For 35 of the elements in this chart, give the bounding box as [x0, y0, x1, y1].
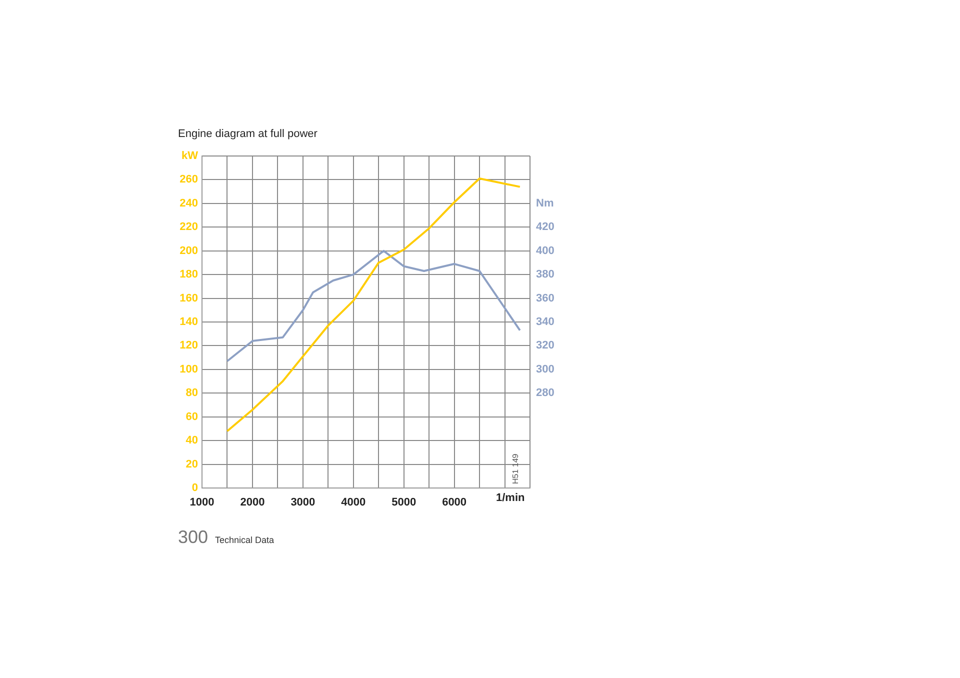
chart-title: Engine diagram at full power [178, 128, 318, 140]
y2-tick-label: Nm [536, 197, 554, 210]
text: Technical Data [215, 535, 274, 545]
y-tick-label: 80 [186, 387, 198, 400]
y-tick-label: 140 [180, 316, 198, 328]
x-tick-label: 1000 [190, 496, 214, 509]
y2-tick-label: 420 [536, 221, 554, 234]
x-tick-label: 5000 [392, 496, 416, 509]
y2-tick-label: 380 [536, 268, 554, 281]
x-tick-label: 2000 [240, 496, 265, 509]
text: 300 [178, 527, 208, 547]
y-tick-label: kW [182, 150, 199, 162]
x-tick-label: 4000 [341, 496, 366, 509]
y-tick-label: 0 [192, 482, 198, 494]
y-tick-label: 200 [180, 244, 198, 257]
y-tick-label: 260 [180, 174, 198, 186]
y2-tick-label: 400 [536, 244, 554, 257]
y-tick-label: 100 [180, 363, 198, 376]
y-tick-label: 240 [180, 197, 198, 210]
x-tick-label: 6000 [442, 496, 467, 509]
y-tick-label: 220 [180, 221, 198, 234]
y-tick-label: 160 [180, 292, 198, 304]
y-tick-label: 60 [186, 410, 198, 423]
y2-tick-label: 320 [536, 340, 554, 352]
y-tick-label: 120 [180, 340, 198, 352]
y-tick-label: 40 [186, 434, 198, 447]
y-tick-label: 180 [180, 268, 198, 281]
y2-tick-label: 360 [536, 292, 554, 304]
x-tick-label: 3000 [290, 496, 316, 509]
y2-tick-label: 340 [536, 316, 554, 328]
y2-tick-label: 280 [536, 387, 554, 400]
y-tick-label: 20 [186, 458, 198, 470]
annotation: H51 149 [511, 454, 520, 484]
x-axis-title: 1/min [496, 492, 525, 504]
y2-tick-label: 300 [536, 363, 554, 376]
